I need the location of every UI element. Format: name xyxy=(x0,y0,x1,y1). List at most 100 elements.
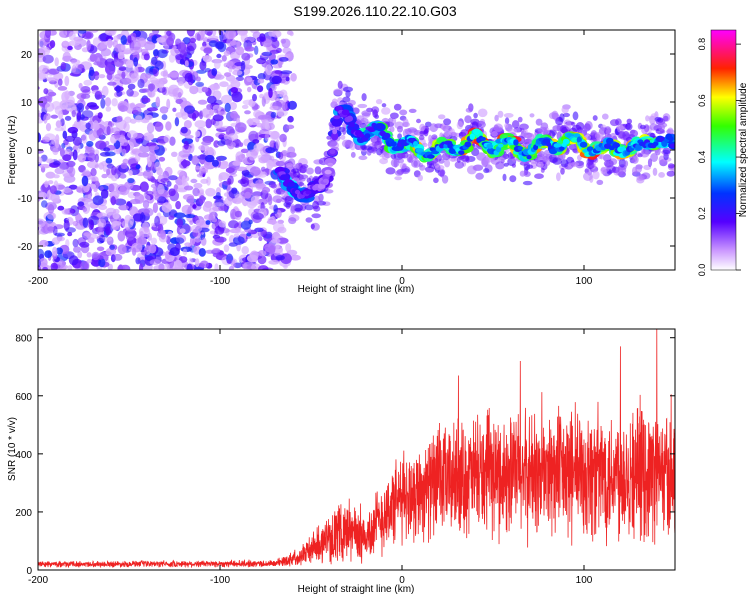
snr-series-line xyxy=(38,329,675,569)
halo-blob xyxy=(552,125,562,132)
noise-blob xyxy=(184,242,192,247)
halo-blob xyxy=(371,106,380,114)
ridge-blob xyxy=(612,142,621,149)
noise-blob xyxy=(82,217,89,228)
noise-blob xyxy=(62,187,72,193)
noise-blob xyxy=(67,265,73,270)
ridge-blob xyxy=(287,182,295,187)
halo-blob xyxy=(402,121,410,128)
noise-blob xyxy=(117,230,126,242)
noise-blob xyxy=(71,110,77,118)
halo-blob xyxy=(551,110,559,120)
spectrogram-y-label: Frequency (Hz) xyxy=(7,116,18,185)
noise-blob xyxy=(143,53,150,61)
halo-blob xyxy=(566,121,572,130)
noise-blob xyxy=(108,182,120,193)
noise-blob xyxy=(235,122,247,133)
noise-blob xyxy=(184,105,195,114)
noise-blob xyxy=(212,248,221,253)
noise-blob xyxy=(39,239,49,248)
noise-blob xyxy=(44,180,49,188)
noise-blob xyxy=(241,169,250,176)
ridge-blob xyxy=(332,128,338,135)
ridge-blob xyxy=(364,133,371,139)
noise-blob xyxy=(50,193,60,203)
noise-blob xyxy=(38,38,46,49)
ridge-blob xyxy=(333,115,341,120)
halo-blob xyxy=(411,159,421,168)
noise-blob xyxy=(177,42,187,53)
noise-blob xyxy=(168,53,176,63)
noise-blob xyxy=(290,73,297,82)
noise-blob xyxy=(225,167,235,174)
halo-blob xyxy=(623,160,629,167)
halo-blob xyxy=(343,86,353,93)
x-tick-label: -100 xyxy=(210,276,230,287)
noise-blob xyxy=(194,258,200,268)
noise-blob xyxy=(168,215,175,220)
noise-blob xyxy=(287,115,294,123)
halo-blob xyxy=(454,161,464,169)
noise-blob xyxy=(249,117,260,126)
noise-blob xyxy=(77,154,83,161)
halo-blob xyxy=(275,160,285,167)
noise-blob xyxy=(113,208,120,215)
halo-blob xyxy=(357,103,368,109)
noise-blob xyxy=(171,151,178,157)
noise-blob xyxy=(176,218,184,228)
noise-blob xyxy=(232,160,241,166)
noise-blob xyxy=(248,130,259,142)
noise-blob xyxy=(62,154,72,162)
noise-blob xyxy=(270,183,277,189)
noise-blob xyxy=(96,246,105,252)
noise-blob xyxy=(94,90,103,100)
noise-blob xyxy=(214,225,225,235)
halo-blob xyxy=(577,154,582,161)
noise-blob xyxy=(271,238,281,244)
noise-blob xyxy=(152,30,160,35)
noise-blob xyxy=(156,196,167,204)
noise-blob xyxy=(208,213,214,224)
halo-blob xyxy=(603,159,614,168)
noise-blob xyxy=(254,45,259,55)
noise-blob xyxy=(142,169,154,180)
halo-blob xyxy=(615,166,624,176)
noise-blob xyxy=(114,130,120,140)
noise-blob xyxy=(86,39,91,51)
noise-blob xyxy=(77,251,83,259)
halo-blob xyxy=(560,159,569,168)
noise-blob xyxy=(105,106,112,112)
noise-blob xyxy=(64,135,76,142)
noise-blob xyxy=(194,130,201,138)
ridge-blob xyxy=(390,141,397,147)
noise-blob xyxy=(118,204,129,211)
noise-blob xyxy=(117,51,125,60)
noise-blob xyxy=(67,231,73,237)
noise-blob xyxy=(105,247,117,256)
noise-blob xyxy=(68,184,78,190)
halo-blob xyxy=(662,147,671,155)
noise-blob xyxy=(255,179,264,187)
noise-blob xyxy=(252,212,264,220)
noise-blob xyxy=(129,198,141,205)
ridge-blob xyxy=(324,158,336,166)
ridge-blob xyxy=(469,133,475,140)
noise-blob xyxy=(264,124,270,130)
halo-blob xyxy=(371,144,377,154)
noise-blob xyxy=(148,69,158,75)
noise-blob xyxy=(90,176,98,182)
noise-blob xyxy=(260,166,266,172)
noise-blob xyxy=(103,147,111,152)
noise-blob xyxy=(175,98,184,104)
noise-blob xyxy=(86,258,93,264)
ridge-blob xyxy=(283,174,290,180)
noise-blob xyxy=(91,251,100,261)
colorbar-tick-label: 0.6 xyxy=(697,94,707,107)
noise-blob xyxy=(143,207,154,217)
noise-blob xyxy=(223,134,229,140)
noise-blob xyxy=(150,79,159,84)
halo-blob xyxy=(534,173,544,179)
halo-blob xyxy=(399,162,407,169)
noise-blob xyxy=(90,168,97,177)
halo-blob xyxy=(637,153,643,158)
